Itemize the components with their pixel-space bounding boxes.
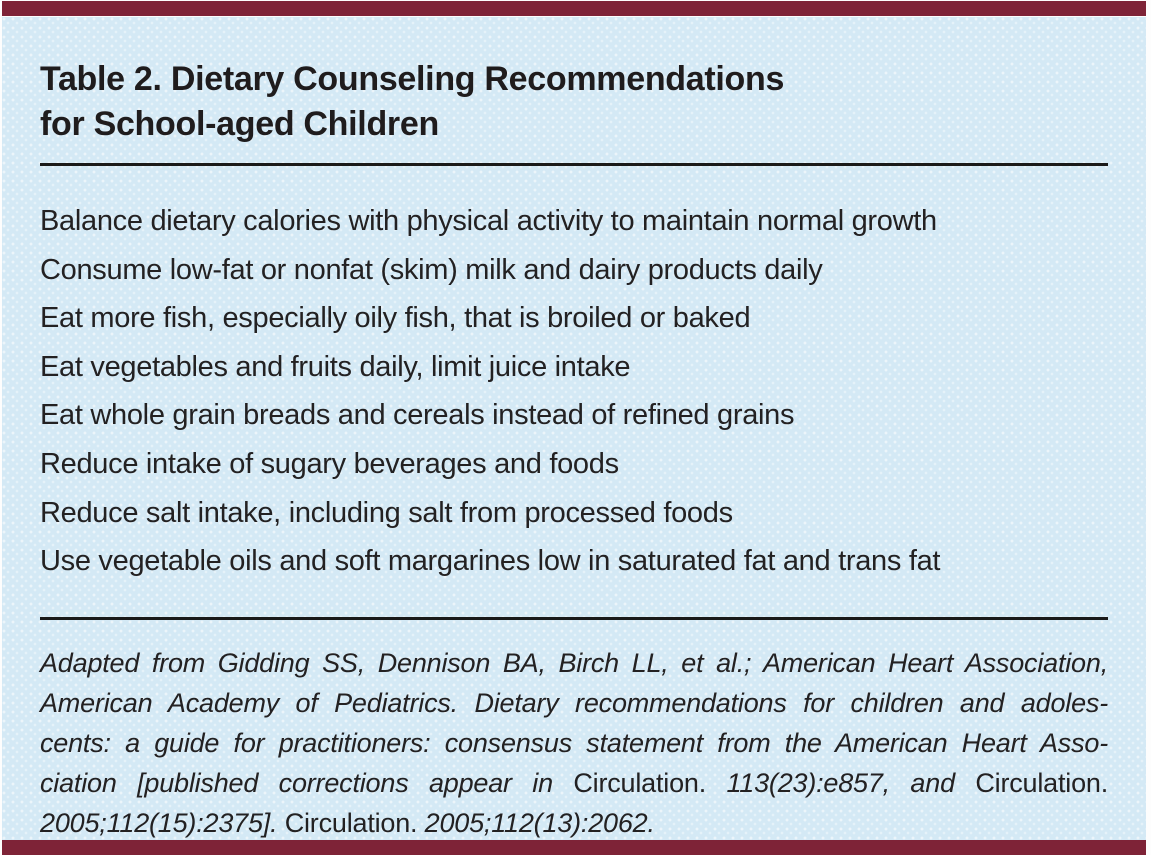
footnote-text: 113(23):e857, and — [726, 767, 976, 798]
footnote-text: 2005;112(15):2375]. — [40, 807, 285, 838]
recommendation-item: Eat vegetables and fruits daily, limit j… — [40, 350, 631, 383]
bottom-rule — [40, 616, 1108, 620]
footnote-journal-name: Circulation. — [284, 807, 425, 838]
recommendation-item: Balance dietary calories with physical a… — [40, 205, 937, 237]
footnote-line: cents: a guide for practitioners: consen… — [40, 723, 1108, 763]
recommendations-list: Balance dietary calories with physical a… — [40, 197, 1108, 586]
footnote-text: Adapted from Gidding SS, Dennison BA, Bi… — [40, 647, 1108, 678]
table-title: Table 2. Dietary Counseling Recommendati… — [40, 57, 1108, 147]
table-title-line1: Table 2. Dietary Counseling Recommendati… — [40, 60, 785, 98]
recommendation-item: Eat whole grain breads and cereals inste… — [40, 399, 795, 432]
footnote-journal-name: Circulation. — [573, 767, 727, 798]
footnote: Adapted from Gidding SS, Dennison BA, Bi… — [40, 643, 1108, 843]
recommendation-item: Reduce intake of sugary beverages and fo… — [40, 447, 619, 480]
footnote-text: ciation [published corrections appear in — [40, 767, 574, 798]
table-title-line2: for School-aged Children — [40, 105, 439, 143]
footnote-line: 2005;112(15):2375]. Circulation. 2005;11… — [40, 803, 1108, 843]
footnote-text: cents: a guide for practitioners: consen… — [40, 727, 1108, 758]
top-border-bar — [2, 1, 1146, 16]
recommendation-item: Use vegetable oils and soft margarines l… — [40, 545, 941, 578]
bottom-border-bar — [2, 840, 1146, 855]
recommendation-item: Reduce salt intake, including salt from … — [40, 496, 733, 529]
footnote-line: ciation [published corrections appear in… — [40, 763, 1108, 803]
footnote-journal-name: Circulation. — [975, 767, 1108, 798]
footnote-line: Adapted from Gidding SS, Dennison BA, Bi… — [40, 643, 1108, 683]
footnote-text: American Academy of Pediatrics. Dietary … — [40, 687, 1108, 718]
top-rule — [40, 163, 1108, 166]
table-panel: Table 2. Dietary Counseling Recommendati… — [2, 17, 1146, 840]
footnote-line: American Academy of Pediatrics. Dietary … — [40, 683, 1108, 723]
footnote-text: 2005;112(13):2062. — [424, 807, 655, 838]
recommendation-item: Consume low-fat or nonfat (skim) milk an… — [40, 253, 823, 286]
recommendation-item: Eat more fish, especially oily fish, tha… — [40, 302, 751, 335]
